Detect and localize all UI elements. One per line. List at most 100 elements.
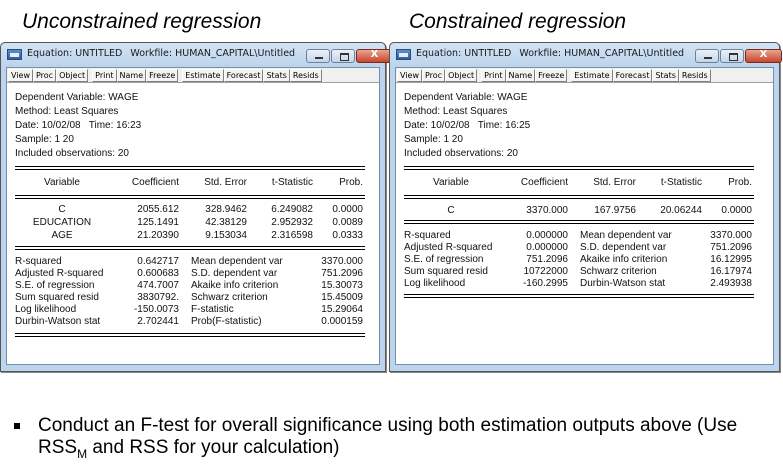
stat-label: S.E. of regression xyxy=(15,280,95,291)
stat-label: Adjusted R-squared xyxy=(15,268,104,279)
dependent-variable: Dependent Variable: WAGE xyxy=(404,92,528,103)
toolbar-forecast-button[interactable]: Forecast xyxy=(223,69,264,82)
instruction-text: Conduct an F-test for overall significan… xyxy=(38,415,738,461)
toolbar-object-button[interactable]: Object xyxy=(56,69,89,82)
toolbar-estimate-button[interactable]: Estimate xyxy=(571,69,613,82)
sample: Sample: 1 20 xyxy=(404,134,463,145)
sample: Sample: 1 20 xyxy=(15,134,74,145)
std-error-value: 9.153034 xyxy=(205,230,247,241)
subscript-m: M xyxy=(77,447,88,461)
stat-value: 0.000000 xyxy=(526,242,568,253)
std-error-value: 328.9462 xyxy=(205,204,247,215)
coefficient-value: 21.20390 xyxy=(137,230,179,241)
stat-label: Durbin-Watson stat xyxy=(15,316,101,327)
toolbar-proc-button[interactable]: Proc xyxy=(32,69,57,82)
std-error-value: 42.38129 xyxy=(205,217,247,228)
stat-label: S.D. dependent var xyxy=(191,268,278,279)
equation-window-icon xyxy=(7,49,22,60)
prob-value: 0.0333 xyxy=(332,230,363,241)
divider xyxy=(404,220,754,224)
toolbar-stats-button[interactable]: Stats xyxy=(652,69,679,82)
coefficient-value: 3370.000 xyxy=(526,205,568,216)
toolbar-resids-button[interactable]: Resids xyxy=(289,69,322,82)
title-bar[interactable]: Equation: UNTITLED Workfile: HUMAN_CAPITA… xyxy=(390,43,782,67)
toolbar-print-button[interactable]: Print xyxy=(481,69,506,82)
stat-value: 15.45009 xyxy=(321,292,363,303)
stat-value: 751.2096 xyxy=(321,268,363,279)
variable-name: C xyxy=(58,204,66,215)
bullet-square-icon xyxy=(14,423,20,429)
stat-value: 3830792. xyxy=(137,292,179,303)
t-statistic-value: 2.952932 xyxy=(271,217,313,228)
toolbar-forecast-button[interactable]: Forecast xyxy=(612,69,653,82)
dependent-variable: Dependent Variable: WAGE xyxy=(15,92,139,103)
stat-value: 751.2096 xyxy=(710,242,752,253)
window-title: Equation: UNTITLED Workfile: HUMAN_CAPITA… xyxy=(416,48,685,59)
stat-value: 0.600683 xyxy=(137,268,179,279)
stat-label: Akaike info criterion xyxy=(580,254,668,265)
title-bar[interactable]: Equation: UNTITLED Workfile: HUMAN_CAPITA… xyxy=(1,43,393,67)
col-coefficient: Coefficient xyxy=(520,177,568,188)
minimize-button[interactable] xyxy=(695,49,719,63)
date-time: Date: 10/02/08 Time: 16:23 xyxy=(15,120,142,131)
stat-label: Schwarz criterion xyxy=(580,266,657,277)
stat-label: Sum squared resid xyxy=(404,266,488,277)
col-variable: Variable xyxy=(44,177,80,188)
coefficient-value: 2055.612 xyxy=(137,204,179,215)
toolbar-proc-button[interactable]: Proc xyxy=(421,69,446,82)
output-header: Dependent Variable: WAGE Method: Least S… xyxy=(404,91,530,161)
toolbar-view-button[interactable]: View xyxy=(8,69,33,82)
stat-value: -150.0073 xyxy=(133,304,179,315)
col-prob: Prob. xyxy=(728,177,752,188)
stat-value: 474.7007 xyxy=(137,280,179,291)
divider xyxy=(15,195,365,199)
stat-label: Mean dependent var xyxy=(580,230,672,241)
equation-window-unconstrained: Equation: UNTITLED Workfile: HUMAN_CAPITA… xyxy=(0,42,393,372)
equation-window-icon xyxy=(396,49,411,60)
toolbar-stats-button[interactable]: Stats xyxy=(263,69,290,82)
toolbar-freeze-button[interactable]: Freeze xyxy=(146,69,179,82)
prob-value: 0.0089 xyxy=(332,217,363,228)
divider xyxy=(15,246,365,250)
caption-constrained: Constrained regression xyxy=(409,10,627,33)
window-title: Equation: UNTITLED Workfile: HUMAN_CAPITA… xyxy=(27,48,296,59)
stat-label: Mean dependent var xyxy=(191,256,283,267)
included-observations: Included observations: 20 xyxy=(404,148,518,159)
stat-value: 15.30073 xyxy=(321,280,363,291)
col-variable: Variable xyxy=(433,177,469,188)
maximize-button[interactable] xyxy=(720,49,744,63)
divider xyxy=(15,333,365,337)
toolbar-freeze-button[interactable]: Freeze xyxy=(535,69,568,82)
toolbar-name-button[interactable]: Name xyxy=(505,69,536,82)
equation-window-constrained: Equation: UNTITLED Workfile: HUMAN_CAPITA… xyxy=(389,42,782,372)
toolbar-view-button[interactable]: View xyxy=(397,69,422,82)
stat-label: R-squared xyxy=(15,256,62,267)
toolbar-name-button[interactable]: Name xyxy=(116,69,147,82)
col-t-statistic: t-Statistic xyxy=(271,177,313,188)
coefficient-value: 125.1491 xyxy=(137,217,179,228)
toolbar-estimate-button[interactable]: Estimate xyxy=(182,69,224,82)
prob-value: 0.0000 xyxy=(721,205,752,216)
minimize-button[interactable] xyxy=(306,49,330,63)
window-client: View Proc Object Print Name Freeze Estimate For… xyxy=(395,67,774,365)
close-button[interactable]: X xyxy=(745,49,782,63)
close-button[interactable]: X xyxy=(356,49,393,63)
stat-value: 2.702441 xyxy=(137,316,179,327)
estimation-output: Dependent Variable: WAGE Method: Least S… xyxy=(7,84,379,364)
toolbar-object-button[interactable]: Object xyxy=(445,69,478,82)
stat-label: R-squared xyxy=(404,230,451,241)
stat-label: S.D. dependent var xyxy=(580,242,667,253)
stat-value: 3370.000 xyxy=(321,256,363,267)
col-std-error: Std. Error xyxy=(593,177,636,188)
variable-name: AGE xyxy=(51,230,73,241)
toolbar-resids-button[interactable]: Resids xyxy=(678,69,711,82)
divider xyxy=(404,166,754,170)
col-coefficient: Coefficient xyxy=(131,177,179,188)
t-statistic-value: 6.249082 xyxy=(271,204,313,215)
toolbar-print-button[interactable]: Print xyxy=(92,69,117,82)
stat-value: -160.2995 xyxy=(522,278,568,289)
stat-label: Sum squared resid xyxy=(15,292,99,303)
stat-value: 0.000000 xyxy=(526,230,568,241)
t-statistic-value: 2.316598 xyxy=(271,230,313,241)
maximize-button[interactable] xyxy=(331,49,355,63)
